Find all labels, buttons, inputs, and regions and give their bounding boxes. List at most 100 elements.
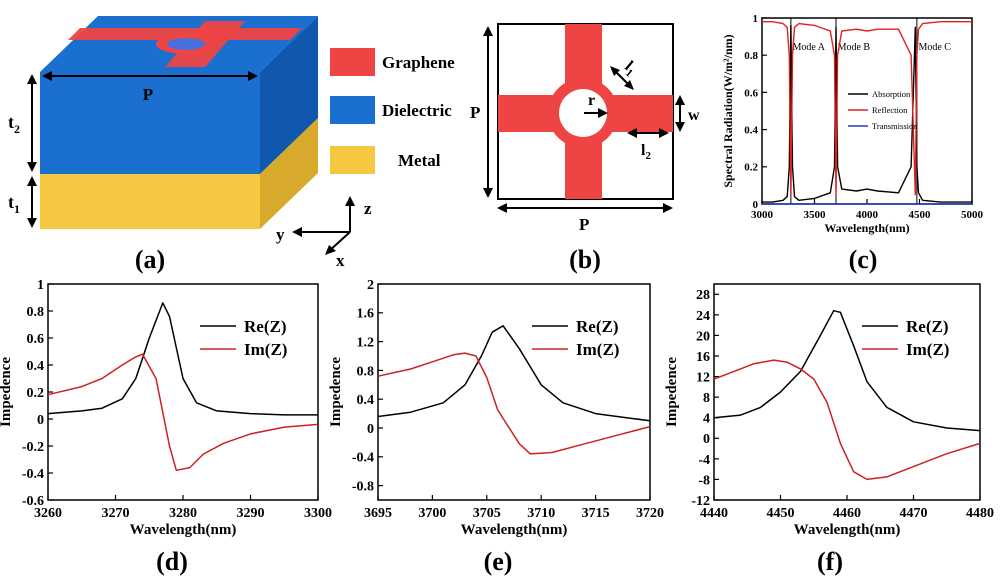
series-line-rez	[47, 302, 318, 416]
y-tick-label: 1	[753, 13, 759, 25]
caption-d: (d)	[156, 547, 188, 576]
arrowhead	[483, 26, 493, 36]
y-tick-label: 0.4	[27, 359, 45, 374]
series-line-imz	[377, 352, 651, 455]
arrowhead	[292, 227, 302, 237]
y-tick-label: 0	[37, 413, 44, 428]
mode-label: Mode C	[918, 42, 951, 53]
t1-label: t1	[8, 192, 20, 216]
series-line-reflection	[762, 21, 972, 198]
l2-label: l2	[641, 142, 651, 162]
y-tick-label: 0.4	[744, 124, 758, 136]
y-tick-label: 0.8	[357, 364, 375, 379]
y-tick-label: 0.6	[27, 332, 45, 347]
metal-front-face	[40, 174, 260, 229]
x-tick-label: 4450	[767, 506, 795, 521]
y-tick-label: 2	[367, 278, 374, 293]
legend-label: Reflection	[872, 105, 908, 115]
series-line-rez	[713, 309, 981, 432]
panel-c: 3000 3500 4000 4500 5000 0 0.2 0.4 0.6 0.8 1 Wavele…	[721, 13, 984, 235]
y-axis-label: y	[276, 225, 285, 244]
y-tick-label: 16	[696, 350, 710, 365]
legend-label: Im(Z)	[906, 340, 949, 359]
x-tick-label: 3000	[751, 209, 774, 221]
x-tick-label: 4460	[833, 506, 861, 521]
p-left-label: P	[470, 103, 480, 122]
metal-right-face	[260, 118, 318, 229]
arrowhead	[483, 188, 493, 198]
y-tick-label: -0.4	[352, 451, 374, 466]
arrowhead	[325, 245, 336, 255]
x-tick-label: 3715	[582, 506, 610, 521]
p-label: P	[143, 85, 153, 104]
x-tick-label: 3695	[364, 506, 392, 521]
panel-f: 4440 4450 4460 4470 4480 -12 -8 -4 0 4 8 12 16 20 24 28…	[664, 283, 994, 538]
y-tick-label: -8	[698, 473, 710, 488]
legend-label: Im(Z)	[244, 340, 287, 359]
dielectric-front-face	[40, 72, 260, 174]
x-tick-label: 4440	[700, 506, 728, 521]
w-label: w	[688, 107, 700, 124]
y-tick-label: -4	[698, 453, 710, 468]
y-tick-label: -12	[691, 494, 710, 509]
x-tick-label: 4470	[900, 506, 928, 521]
arrowhead	[345, 196, 355, 206]
y-tick-label: 12	[696, 370, 710, 385]
x-axis-title: Wavelength(nm)	[794, 522, 901, 538]
arrowhead	[598, 108, 608, 118]
arrowhead	[663, 203, 673, 213]
x-tick-label: 3260	[34, 506, 62, 521]
legend-label: Transmission	[872, 121, 918, 131]
caption-b: (b)	[569, 245, 601, 274]
y-tick-label: 4	[703, 412, 710, 427]
y-tick-label: -0.4	[22, 467, 44, 482]
legend-swatch-dielectric	[330, 96, 375, 124]
y-tick-label: -0.6	[22, 494, 44, 509]
arrowhead	[659, 128, 669, 138]
x-axis-label: x	[336, 251, 345, 270]
x-tick-label: 3280	[169, 506, 197, 521]
x-tick-label: 5000	[961, 209, 984, 221]
arrowhead	[27, 218, 37, 228]
y-axis-title: Spectral Radiation(W/m²/nm)	[721, 34, 735, 187]
p-bottom-label: P	[579, 215, 589, 234]
legend-swatch-graphene	[330, 48, 375, 76]
arrowhead	[610, 66, 620, 76]
arrowhead	[42, 71, 52, 81]
x-tick-label: 3720	[636, 506, 664, 521]
y-axis-title: Impedence	[664, 357, 680, 427]
legend-label: Re(Z)	[576, 317, 618, 336]
t2-label: t2	[8, 112, 20, 136]
mode-label: Mode A	[792, 42, 825, 53]
mode-label: Mode B	[838, 42, 871, 53]
y-axis-title: Impedence	[328, 357, 344, 427]
legend-label-dielectric: Dielectric	[382, 101, 452, 120]
series-line-imz	[47, 353, 319, 472]
panel-e: 3695 3700 3705 3710 3715 3720 -0.8 -0.4 0 0.4 0.8 1…	[328, 278, 664, 538]
y-tick-label: 0.8	[744, 50, 758, 62]
y-tick-label: 1.6	[357, 307, 375, 322]
caption-e: (e)	[484, 547, 513, 576]
r-label: r	[588, 92, 595, 109]
y-tick-label: 1.2	[357, 336, 375, 351]
legend-label: Absorption	[872, 89, 911, 99]
arrowhead	[248, 71, 258, 81]
x-tick-label: 3300	[304, 506, 332, 521]
y-axis-title: Impedence	[0, 357, 14, 427]
y-tick-label: 24	[696, 309, 710, 324]
plot-frame	[377, 283, 651, 501]
arrowhead	[675, 95, 685, 105]
caption-f: (f)	[817, 547, 843, 576]
y-tick-label: 20	[696, 329, 710, 344]
x-tick-label: 3500	[804, 209, 827, 221]
series-line-rez	[377, 325, 651, 422]
z-axis-label: z	[364, 199, 372, 218]
y-tick-label: 0.4	[357, 393, 375, 408]
arrowhead	[27, 162, 37, 172]
legend-label-graphene: Graphene	[382, 53, 455, 72]
y-tick-label: 0.6	[744, 87, 758, 99]
y-tick-label: 28	[696, 288, 710, 303]
y-tick-label: -0.8	[352, 480, 374, 495]
y-tick-label: 0.8	[27, 305, 45, 320]
x-tick-label: 3710	[527, 506, 555, 521]
